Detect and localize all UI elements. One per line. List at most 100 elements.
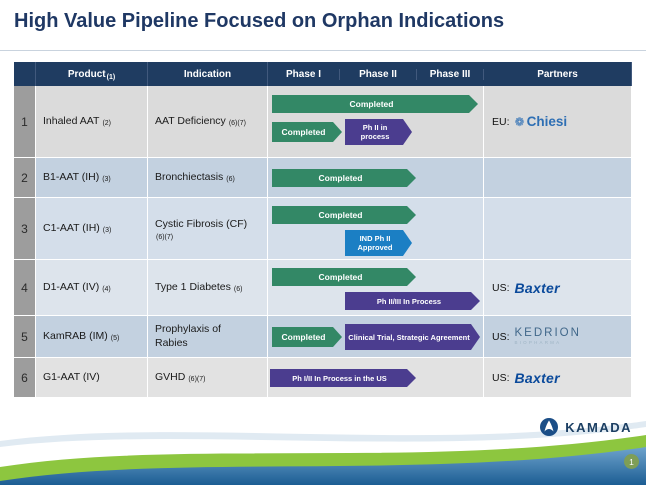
indication-cell: Cystic Fibrosis (CF) (6)(7) xyxy=(148,198,268,260)
indication-name: Prophylaxis of Rabies xyxy=(155,323,221,349)
arrow-ph12-in-process: Ph I/II In Process in the US xyxy=(270,369,416,387)
table-row-1: 1 Inhaled AAT (2) AAT Deficiency (6)(7) Co… xyxy=(14,86,632,158)
partner-cell xyxy=(484,198,632,260)
indication-cell: Type 1 Diabetes (6) xyxy=(148,260,268,316)
phase-track: Completed xyxy=(268,158,484,198)
product-name: D1-AAT (IV) xyxy=(43,280,100,293)
indication-name: Bronchiectasis xyxy=(155,170,224,183)
kedrion-logo: KEDRION BIOPHARMA xyxy=(514,326,581,346)
kamada-wordmark: KAMADA xyxy=(565,419,632,435)
arrow-completed: Completed xyxy=(272,122,342,142)
kamada-icon xyxy=(540,418,559,436)
indication-footnote: (6) xyxy=(233,286,243,294)
partner-cell xyxy=(484,158,632,198)
indication-cell: Bronchiectasis (6) xyxy=(148,158,268,198)
table-row-5: 5 KamRAB (IM) (5) Prophylaxis of Rabies C… xyxy=(14,316,632,358)
table-row-2: 2 B1-AAT (IH) (3) Bronchiectasis (6) Compl… xyxy=(14,158,632,198)
product-cell: Inhaled AAT (2) xyxy=(36,86,148,158)
partner-cell: US: KEDRION BIOPHARMA xyxy=(484,316,632,358)
arrow-completed: Completed xyxy=(272,169,416,187)
header-phase2: Phase II xyxy=(340,68,417,80)
product-cell: D1-AAT (IV) (4) xyxy=(36,260,148,316)
indication-name: AAT Deficiency xyxy=(155,114,226,127)
arrow-completed: Completed xyxy=(272,206,416,224)
indication-footnote: (6)(7) xyxy=(188,376,206,384)
product-footnote: (4) xyxy=(102,286,111,294)
arrow-completed: Completed xyxy=(272,268,416,286)
indication-cell: GVHD (6)(7) xyxy=(148,358,268,398)
row-number: 4 xyxy=(14,260,36,316)
product-footnote: (2) xyxy=(102,120,111,128)
partner-cell: EU: ❁ Chiesi xyxy=(484,86,632,158)
phase-track: Ph I/II In Process in the US xyxy=(268,358,484,398)
partner-region: EU: xyxy=(492,115,510,128)
kedrion-subtitle: BIOPHARMA xyxy=(514,340,562,345)
title-divider xyxy=(0,50,646,51)
product-name: C1-AAT (IH) xyxy=(43,221,100,234)
phase-track: Completed IND Ph II Approved xyxy=(268,198,484,260)
baxter-logo: Baxter xyxy=(514,369,560,386)
row-number: 5 xyxy=(14,316,36,358)
header-corner-cell xyxy=(14,62,36,86)
arrow-completed-long: Completed xyxy=(272,95,478,113)
header-partners: Partners xyxy=(484,62,632,86)
row-number: 3 xyxy=(14,198,36,260)
phase-track: Completed Ph II/III In Process xyxy=(268,260,484,316)
product-footnote: (3) xyxy=(102,176,111,184)
indication-cell: AAT Deficiency (6)(7) xyxy=(148,86,268,158)
phase-track: Completed Clinical Trial, Strategic Agre… xyxy=(268,316,484,358)
arrow-completed: Completed xyxy=(272,327,342,347)
indication-cell: Prophylaxis of Rabies xyxy=(148,316,268,358)
kamada-logo: KAMADA xyxy=(539,417,632,437)
pipeline-table: Product (1) Indication Phase I Phase II P… xyxy=(14,62,632,398)
product-cell: G1-AAT (IV) xyxy=(36,358,148,398)
indication-footnote: (6)(7) xyxy=(228,120,246,128)
partner-cell: US: Baxter xyxy=(484,358,632,398)
header-product: Product (1) xyxy=(36,62,148,86)
page-title: High Value Pipeline Focused on Orphan In… xyxy=(14,10,505,32)
product-cell: B1-AAT (IH) (3) xyxy=(36,158,148,198)
chiesi-flower-icon: ❁ xyxy=(514,114,525,129)
product-footnote: (5) xyxy=(110,335,120,343)
page-number: 1 xyxy=(624,454,639,469)
arrow-clinical-trial: Clinical Trial, Strategic Agreement xyxy=(345,324,480,350)
header-indication: Indication xyxy=(148,62,268,86)
partner-region: US: xyxy=(492,281,510,294)
indication-name: GVHD xyxy=(155,370,186,383)
product-cell: C1-AAT (IH) (3) xyxy=(36,198,148,260)
header-phases: Phase I Phase II Phase III xyxy=(268,62,484,86)
arrow-ph23-in-process: Ph II/III In Process xyxy=(345,292,480,310)
indication-footnote: (6) xyxy=(226,176,235,184)
product-name: Inhaled AAT xyxy=(43,114,100,127)
product-name: B1-AAT (IH) xyxy=(43,170,100,183)
header-product-footnote: (1) xyxy=(106,73,116,81)
header-phase3: Phase III xyxy=(417,68,484,80)
row-number: 1 xyxy=(14,86,36,158)
wave-decoration xyxy=(0,421,646,485)
partner-cell: US: Baxter xyxy=(484,260,632,316)
baxter-logo: Baxter xyxy=(514,279,560,296)
indication-name: Type 1 Diabetes xyxy=(155,280,231,293)
indication-footnote: (6)(7) xyxy=(156,233,174,241)
phase-track: Completed Completed Ph II in process xyxy=(268,86,484,158)
header-product-label: Product xyxy=(67,68,106,80)
product-footnote: (3) xyxy=(102,227,112,235)
product-name: KamRAB (IM) xyxy=(43,329,108,342)
partner-region: US: xyxy=(492,330,510,343)
table-row-4: 4 D1-AAT (IV) (4) Type 1 Diabetes (6) Comp… xyxy=(14,260,632,316)
row-number: 6 xyxy=(14,358,36,398)
table-header-row: Product (1) Indication Phase I Phase II P… xyxy=(14,62,632,86)
table-row-3: 3 C1-AAT (IH) (3) Cystic Fibrosis (CF) (6)… xyxy=(14,198,632,260)
row-number: 2 xyxy=(14,158,36,198)
chiesi-wordmark: Chiesi xyxy=(526,114,568,129)
kedrion-wordmark: KEDRION xyxy=(514,326,581,339)
arrow-ph2-in-process: Ph II in process xyxy=(345,119,412,145)
partner-region: US: xyxy=(492,371,510,384)
product-cell: KamRAB (IM) (5) xyxy=(36,316,148,358)
chiesi-logo: ❁ Chiesi xyxy=(515,114,568,129)
product-name: G1-AAT (IV) xyxy=(43,370,100,383)
header-phase1: Phase I xyxy=(268,68,340,80)
table-row-6: 6 G1-AAT (IV) GVHD (6)(7) Ph I/II In Proc… xyxy=(14,358,632,398)
arrow-ind-ph2-approved: IND Ph II Approved xyxy=(345,230,412,256)
indication-name: Cystic Fibrosis (CF) xyxy=(155,217,248,230)
